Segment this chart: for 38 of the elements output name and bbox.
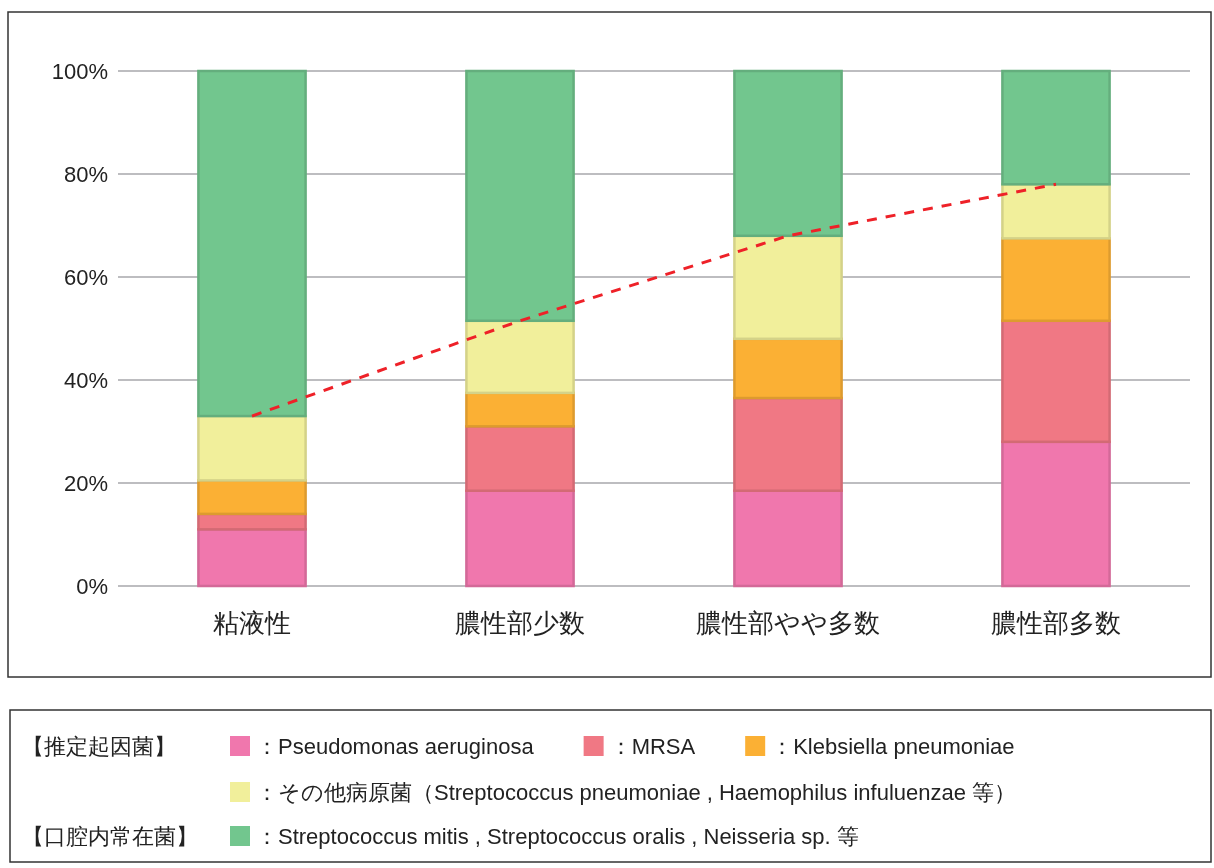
legend-label: ：MRSA — [609, 734, 696, 759]
bar — [1001, 69, 1111, 186]
bar — [197, 479, 307, 516]
legend-label: ：Streptococcus mitis , Streptococcus oralis , Neisseria sp. 等 — [256, 824, 859, 849]
legend-label: ：Klebsiella pneumoniae — [771, 734, 1015, 759]
x-tick-label: 膿性部やや多数 — [696, 608, 880, 638]
bar — [733, 489, 843, 588]
bar — [733, 337, 843, 400]
x-tick-label: 膿性部少数 — [455, 608, 585, 638]
bar — [197, 528, 307, 588]
bar — [733, 234, 843, 341]
bar — [1001, 183, 1111, 240]
bar — [197, 414, 307, 482]
y-tick-label: 0% — [76, 574, 108, 599]
line-series — [250, 182, 1058, 418]
y-tick-label: 40% — [63, 368, 108, 393]
bar — [1001, 440, 1111, 588]
bar — [1001, 319, 1111, 444]
y-tick-label: 60% — [63, 265, 108, 290]
bar — [465, 69, 575, 323]
legend-label: ：その他病原菌（Streptococcus pneumoniae , Haemophilus infuluenzae 等） — [256, 780, 1017, 805]
x-tick-label: 粘液性 — [213, 608, 291, 638]
bar — [733, 396, 843, 492]
text: 【口腔内常在菌】 — [22, 824, 198, 849]
bar — [733, 69, 843, 238]
bar — [1001, 237, 1111, 323]
x-tick-label: 膿性部多数 — [991, 608, 1121, 638]
bar — [465, 489, 575, 588]
legend-label: ：Pseudomonas aeruginosa — [256, 734, 535, 759]
bar — [197, 69, 307, 418]
bar — [465, 425, 575, 492]
text: 【推定起因菌】 — [22, 734, 176, 759]
y-tick-label: 20% — [63, 471, 108, 496]
bar — [197, 512, 307, 531]
y-tick-label: 80% — [63, 162, 108, 187]
y-tick-label: 100% — [51, 59, 108, 84]
bar — [465, 319, 575, 395]
bar — [465, 391, 575, 428]
